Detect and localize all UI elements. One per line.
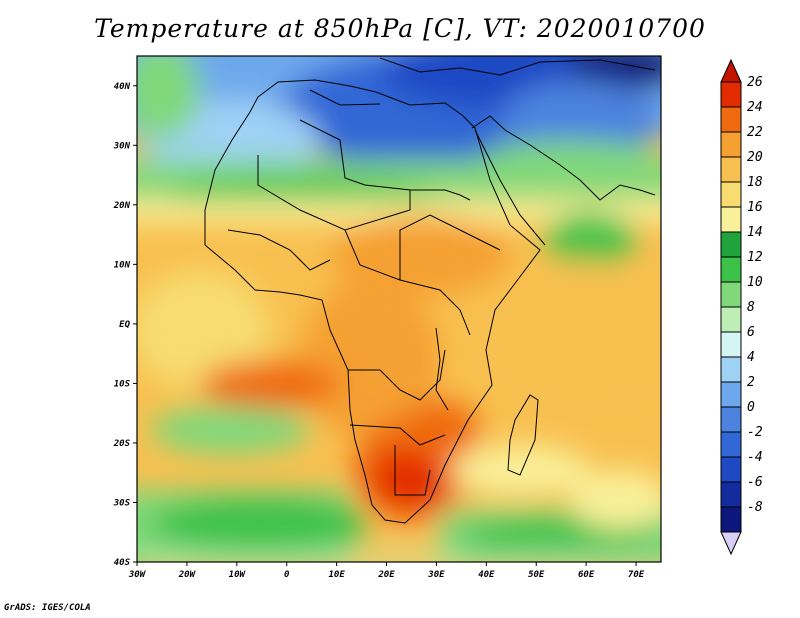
colorbar-label: 12 [747, 250, 763, 265]
lat-tick-label: 20S [113, 439, 131, 449]
colorbar-bin [720, 281, 742, 308]
lon-tick-label: 30W [128, 570, 147, 580]
colorbar-bin [720, 306, 742, 333]
lon-tick-label: 30E [427, 570, 445, 580]
colorbar-label: 10 [747, 275, 763, 290]
colorbar-label: 24 [747, 100, 763, 115]
colorbar-bin [720, 381, 742, 408]
axis-ticks: 30W 20W 10W 0 10E 20E 30E 40E 50E 60E 70E 40N 30N 20N… [113, 82, 645, 580]
lon-tick-label: 70E [628, 570, 645, 580]
colorbar-label: 6 [747, 325, 755, 340]
lat-tick-label: 40S [114, 558, 131, 568]
colorbar-bin [720, 106, 742, 133]
colorbar-bin [720, 406, 742, 433]
map-title: Temperature at 850hPa [C], VT: 202001070… [94, 14, 706, 43]
lon-tick-label: 10E [328, 570, 345, 580]
colorbar-label: -2 [747, 425, 763, 440]
colorbar-label: 0 [747, 400, 755, 415]
colorbar-bin [720, 506, 742, 533]
lon-tick-label: 50E [528, 570, 545, 580]
colorbar-under-triangle [720, 531, 742, 556]
colorbar-bin [720, 206, 742, 233]
credit-label: GrADS: IGES/COLA [4, 603, 91, 613]
colorbar-bin [720, 181, 742, 208]
lon-tick-label: 40E [478, 570, 495, 580]
colorbar-label: 2 [747, 375, 755, 390]
plot-frame [136, 55, 662, 563]
colorbar-label: 20 [747, 150, 763, 165]
lat-tick-label: EQ [119, 320, 130, 330]
lat-tick-label: 40N [114, 82, 131, 92]
lon-tick-label: 20W [178, 570, 197, 580]
lon-tick-label: 20E [377, 570, 395, 580]
colorbar-label: -4 [747, 450, 763, 465]
colorbar-label: 26 [747, 75, 763, 90]
lat-tick-label: 10S [114, 379, 131, 389]
colorbar-bin [720, 81, 742, 108]
colorbar-bin [720, 356, 742, 383]
lon-tick-label: 0 [284, 570, 290, 580]
lon-tick-label: 60E [578, 570, 595, 580]
colorbar-label: 4 [747, 350, 755, 365]
lat-tick-label: 20N [113, 201, 131, 211]
lat-tick-label: 10N [114, 260, 131, 270]
colorbar-label: 22 [747, 125, 763, 140]
colorbar-label: 14 [747, 225, 763, 240]
colorbar-bin [720, 156, 742, 183]
lat-tick-label: 30N [113, 141, 131, 151]
colorbar-bin [720, 131, 742, 158]
colorbar-bin [720, 256, 742, 283]
colorbar-label: -8 [747, 500, 763, 515]
colorbar-bin [720, 456, 742, 483]
colorbar-label: 18 [747, 175, 763, 190]
coastlines [204, 57, 656, 524]
colorbar-label: -6 [747, 475, 763, 490]
colorbar-over-triangle [720, 58, 742, 83]
temperature-field [137, 56, 661, 562]
lon-tick-label: 10W [229, 570, 247, 580]
colorbar-label: 8 [747, 300, 755, 315]
colorbar-bin [720, 431, 742, 458]
colorbar-bin [720, 231, 742, 258]
colorbar-bin [720, 481, 742, 508]
lat-tick-label: 30S [113, 498, 131, 508]
colorbar-bin [720, 331, 742, 358]
colorbar-label: 16 [747, 200, 763, 215]
